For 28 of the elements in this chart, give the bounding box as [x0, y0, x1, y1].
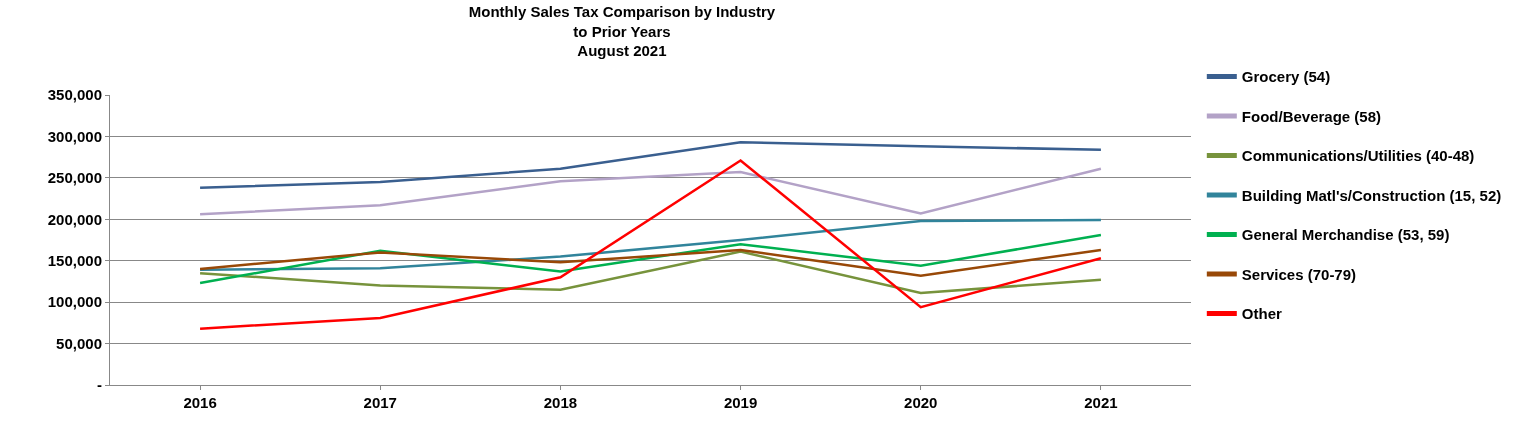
- y-tick-label: 100,000: [47, 293, 102, 311]
- line-series: [198, 167, 1103, 216]
- y-tick-label: -: [97, 376, 102, 394]
- legend-label: Services (70-79): [1241, 265, 1357, 283]
- line-series: [198, 250, 1103, 295]
- y-tick-label: 150,000: [47, 251, 102, 269]
- y-tick-label: 300,000: [47, 127, 102, 145]
- line-series: [198, 159, 1103, 330]
- line-series: [198, 248, 1103, 277]
- line-series: [198, 140, 1103, 190]
- chart-title: Monthly Sales Tax Comparison by Industry to Prior Years August 2021: [468, 3, 776, 59]
- legend-label: Grocery (54): [1241, 68, 1331, 86]
- legend-label: Building Matl's/Construction (15, 52): [1241, 186, 1502, 204]
- x-tick-label: 2020: [904, 394, 938, 411]
- y-tick-label: 50,000: [56, 334, 102, 352]
- y-tick-label: 200,000: [47, 210, 102, 228]
- x-tick-label: 2018: [543, 394, 578, 411]
- legend-label: Communications/Utilities (40-48): [1241, 147, 1475, 165]
- legend-label: Food/Beverage (58): [1241, 107, 1382, 125]
- legend-label: General Merchandise (53, 59): [1241, 226, 1450, 244]
- y-tick-label: 250,000: [47, 169, 102, 187]
- y-tick-label: 350,000: [47, 86, 102, 104]
- legend-label: Other: [1241, 305, 1282, 323]
- line-series: [198, 218, 1103, 272]
- x-tick-label: 2021: [1084, 394, 1118, 411]
- x-tick-label: 2017: [363, 394, 397, 411]
- x-tick-label: 2019: [723, 394, 758, 411]
- x-tick-label: 2016: [183, 394, 217, 411]
